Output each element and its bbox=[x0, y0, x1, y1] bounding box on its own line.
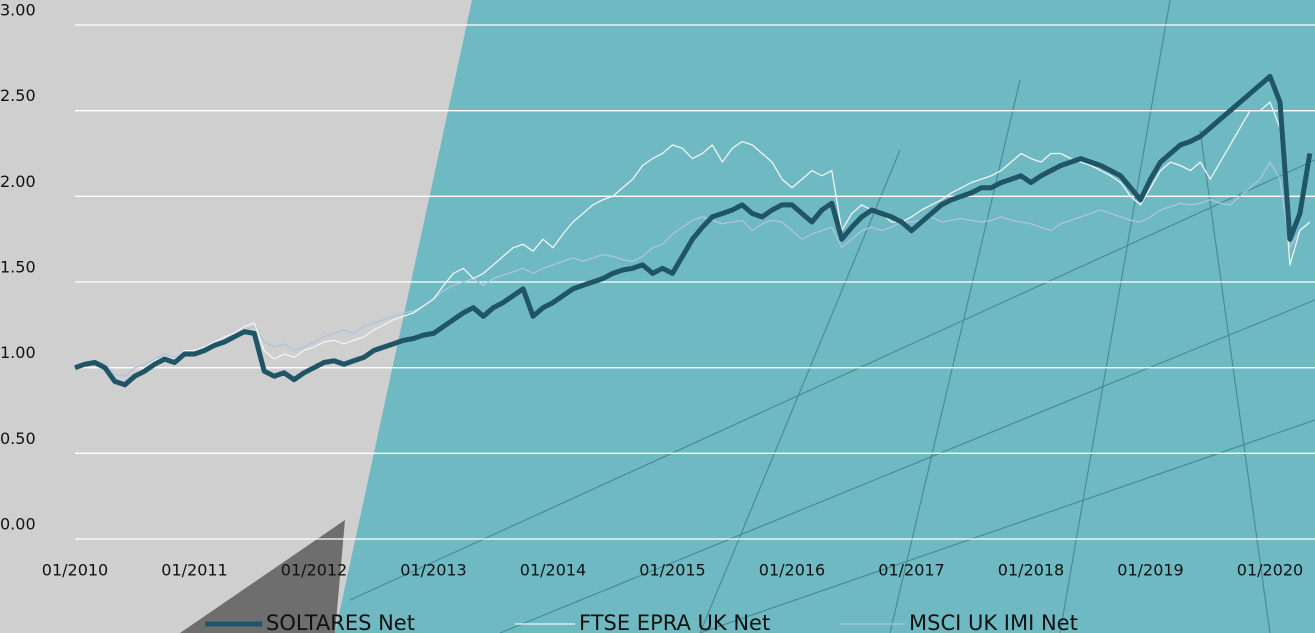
x-tick-label: 01/2015 bbox=[639, 561, 705, 580]
x-tick-label: 01/2016 bbox=[759, 561, 825, 580]
y-tick-label: 0.50 bbox=[0, 429, 36, 448]
y-tick-label: 2.50 bbox=[0, 86, 36, 105]
x-tick-label: 01/2012 bbox=[281, 561, 347, 580]
y-tick-label: 2.00 bbox=[0, 172, 36, 191]
y-tick-label: 1.00 bbox=[0, 343, 36, 362]
chart: 0.00 0.50 1.00 1.50 2.00 2.50 3.00 01/2010 01/20… bbox=[0, 0, 1315, 633]
y-tick-label: 0.00 bbox=[0, 515, 36, 534]
x-tick-label: 01/2011 bbox=[161, 561, 227, 580]
y-tick-label: 3.00 bbox=[0, 1, 36, 20]
x-tick-label: 01/2020 bbox=[1237, 561, 1303, 580]
legend-label: MSCI UK IMI Net bbox=[909, 611, 1078, 633]
x-tick-label: 01/2014 bbox=[520, 561, 586, 580]
y-tick-label: 1.50 bbox=[0, 258, 36, 277]
x-tick-label: 01/2013 bbox=[400, 561, 466, 580]
x-tick-label: 01/2019 bbox=[1117, 561, 1183, 580]
x-tick-label: 01/2018 bbox=[998, 561, 1064, 580]
x-tick-label: 01/2010 bbox=[42, 561, 108, 580]
x-tick-label: 01/2017 bbox=[878, 561, 944, 580]
legend-label: FTSE EPRA UK Net bbox=[579, 611, 770, 633]
legend-label: SOLTARES Net bbox=[266, 611, 415, 633]
